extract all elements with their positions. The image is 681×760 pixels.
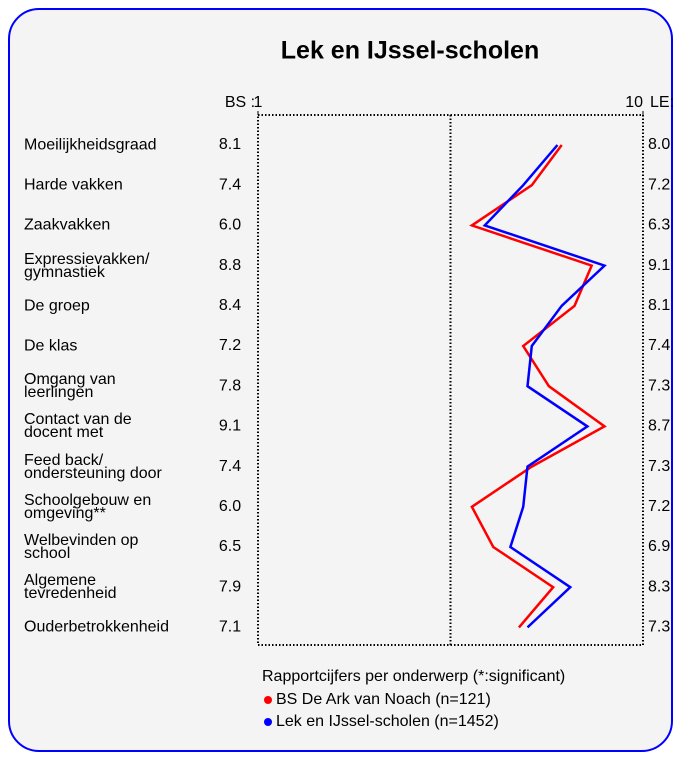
value-label: 9.1 [648,257,670,274]
value-label: 7.9 [219,578,241,595]
value-label: 7.2 [219,337,241,354]
column-label: BS : [225,94,255,111]
value-label: 8.3 [648,578,670,595]
category-label: Feed back/ ondersteuning door [24,451,162,482]
value-label: 6.9 [648,538,670,555]
value-label: 7.3 [648,458,670,475]
value-label: 6.3 [648,217,670,234]
category-label: Algemene tevredenheid [24,572,117,603]
legend-label: Lek en IJssel-scholen (n=1452) [276,713,499,730]
value-label: 7.2 [648,498,670,515]
category-label: Omgang van leerlingen [24,371,116,402]
series-line [482,144,607,629]
category-label: Zaakvakken [24,216,111,234]
value-label: 7.4 [219,458,241,475]
value-label: 6.5 [219,538,241,555]
value-label: 8.1 [219,136,241,153]
series-line [469,144,607,629]
legend-marker [264,696,272,704]
x-tick-label: 1 [254,94,263,111]
value-label: 7.8 [219,377,241,394]
value-label: 6.0 [219,498,241,515]
chart-title: Lek en IJssel-scholen [281,37,539,65]
value-label: 8.4 [219,297,241,314]
value-label: 8.8 [219,257,241,274]
value-label: 7.3 [648,619,670,636]
frame [8,8,673,752]
category-label: Welbevinden op school [24,532,139,562]
category-label: De groep [24,297,90,315]
value-label: 8.7 [648,418,670,435]
legend-marker [264,718,272,726]
value-label: 7.2 [648,176,670,193]
value-label: 6.0 [219,217,241,234]
category-label: Harde vakken [24,176,123,194]
category-label: Moeilijkheidsgraad [24,136,157,154]
column-label: LE: [650,94,674,111]
category-label: Contact van de docent met [24,411,132,442]
value-label: 7.4 [648,337,670,354]
value-label: 8.0 [648,136,670,153]
value-label: 8.1 [648,297,670,314]
category-label: De klas [24,337,78,355]
legend-label: BS De Ark van Noach (n=121) [276,691,491,708]
value-label: 9.1 [219,418,241,435]
value-label: 7.4 [219,176,241,193]
value-label: 7.3 [648,377,670,394]
subtitle: Rapportcijfers per onderwerp (*:signific… [262,668,565,685]
category-label: Schoolgebouw en omgeving** [24,491,152,522]
value-label: 7.1 [219,619,241,636]
category-label: Expressievakken/ gymnastiek [24,250,150,281]
x-tick-label: 10 [625,94,643,111]
category-label: Ouderbetrokkenheid [24,618,169,636]
